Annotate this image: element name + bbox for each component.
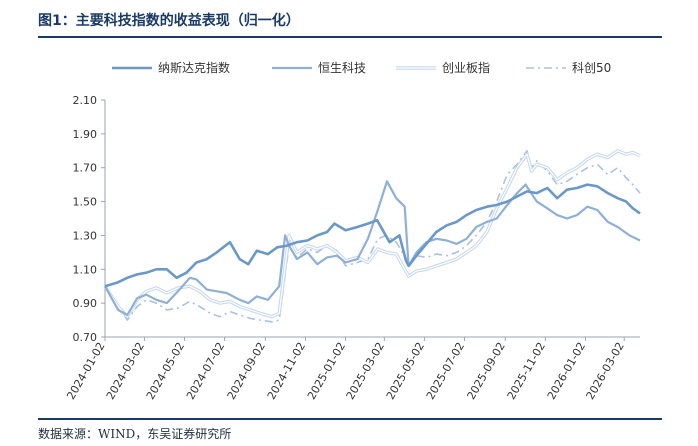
legend-label: 科创50 — [572, 61, 611, 75]
x-tick-label: 2026-01-02 — [545, 340, 588, 402]
data-source: 数据来源：WIND，东吴证券研究所 — [38, 427, 232, 441]
x-tick-label: 2024-09-02 — [225, 340, 268, 402]
line-chart: 纳斯达克指数 恒生科技 创业板指 科创50 0.70 0.90 1.10 1.30 1.50 1… — [64, 60, 641, 402]
y-tick-label: 1.70 — [73, 162, 98, 175]
series-line — [104, 180, 641, 317]
x-tick-label: 2024-05-02 — [144, 340, 187, 402]
chart-area: 纳斯达克指数 恒生科技 创业板指 科创50 0.70 0.90 1.10 1.30 1.50 1… — [0, 40, 698, 416]
legend-label: 恒生科技 — [318, 61, 366, 75]
series-line — [104, 183, 641, 288]
series-line-inner — [104, 150, 641, 318]
series-3 — [104, 150, 641, 323]
legend-item: 纳斯达克指数 — [112, 60, 230, 75]
series-0 — [104, 183, 641, 288]
series-line — [103, 149, 641, 319]
y-tick-label: 0.90 — [73, 297, 98, 310]
series-line — [104, 150, 641, 323]
x-tick-label: 2025-05-02 — [384, 340, 427, 402]
x-tick-label: 2025-11-02 — [505, 340, 548, 402]
legend-item: 创业板指 — [396, 60, 490, 75]
x-tick-label: 2025-03-02 — [344, 340, 387, 402]
title-rule — [38, 36, 662, 38]
y-tick-label: 1.10 — [73, 263, 98, 276]
plot-area — [103, 149, 641, 323]
x-tick-label: 2025-01-02 — [305, 340, 348, 402]
x-tick-label: 2024-01-02 — [64, 340, 107, 402]
legend-item: 恒生科技 — [272, 61, 366, 75]
series-2 — [103, 149, 641, 319]
series-1 — [104, 180, 641, 317]
y-tick-label: 0.70 — [73, 331, 98, 344]
y-tick-label: 1.30 — [73, 229, 98, 242]
x-tick-label: 2024-07-02 — [184, 340, 227, 402]
x-tick-label: 2026-03-02 — [584, 340, 627, 402]
x-tick-label: 2025-07-02 — [424, 340, 467, 402]
y-tick-label: 1.90 — [73, 128, 98, 141]
legend-label: 纳斯达克指数 — [158, 60, 230, 75]
y-tick-label: 2.10 — [73, 94, 98, 107]
y-tick-label: 1.50 — [73, 196, 98, 209]
figure-header: 图1：主要科技指数的收益表现（归一化） — [0, 0, 698, 40]
figure-title: 图1：主要科技指数的收益表现（归一化） — [38, 13, 300, 29]
x-tick-label: 2024-03-02 — [104, 340, 147, 402]
legend-label: 创业板指 — [442, 60, 490, 75]
x-axis: 2024-01-022024-03-022024-05-022024-07-02… — [64, 336, 640, 402]
chart-legend: 纳斯达克指数 恒生科技 创业板指 科创50 — [112, 60, 611, 75]
y-axis: 0.70 0.90 1.10 1.30 1.50 1.70 1.90 2.10 — [73, 94, 106, 344]
legend-item: 科创50 — [526, 61, 611, 75]
footer-rule — [38, 418, 662, 420]
x-tick-label: 2025-09-02 — [465, 340, 508, 402]
x-tick-label: 2024-11-02 — [265, 340, 308, 402]
